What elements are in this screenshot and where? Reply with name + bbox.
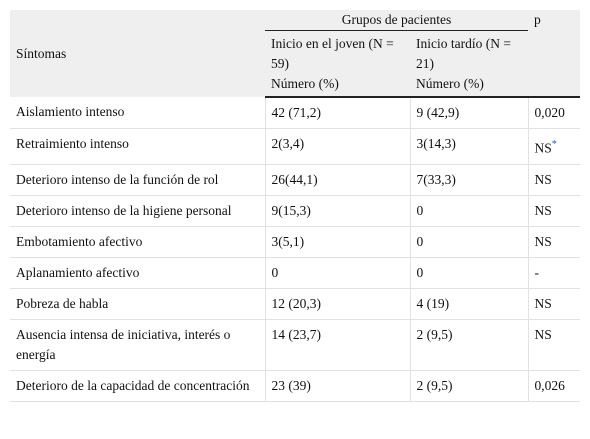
symptom-cell: Deterioro intenso de la higiene personal: [10, 195, 266, 227]
late-onset-cell: 7(33,3): [410, 164, 529, 196]
table-row: Pobreza de habla 12 (20,3) 4 (19) NS: [10, 288, 580, 320]
young-onset-cell: 12 (20,3): [265, 288, 411, 320]
p-cell: 0,026: [528, 370, 580, 402]
symptom-cell: Embotamiento afectivo: [10, 226, 266, 258]
young-onset-cell: 14 (23,7): [265, 319, 411, 371]
table-row: Retraimiento intenso 2(3,4) 3(14,3) NS*: [10, 128, 580, 165]
late-onset-cell: 0: [410, 257, 529, 289]
header-column: Inicio en el joven (N = 59): [271, 36, 394, 71]
symptom-cell: Deterioro intenso de la función de rol: [10, 164, 266, 196]
p-cell: NS: [528, 195, 580, 227]
table-row: Deterioro intenso de la función de rol 26…: [10, 164, 580, 196]
header-unit: Número (%): [416, 76, 484, 91]
table-row: Embotamiento afectivo 3(5,1) 0 NS: [10, 226, 580, 258]
young-onset-cell: 9(15,3): [265, 195, 411, 227]
late-onset-cell: 0: [410, 226, 529, 258]
p-cell: NS: [528, 288, 580, 320]
late-onset-cell: 0: [410, 195, 529, 227]
table-row: Deterioro de la capacidad de concentraci…: [10, 370, 580, 402]
p-cell: -: [528, 257, 580, 289]
young-onset-cell: 3(5,1): [265, 226, 411, 258]
cell-text: NS: [534, 140, 552, 156]
table-body: Aislamiento intenso 42 (71,2) 9 (42,9) 0,02…: [10, 97, 580, 402]
footnote-link[interactable]: *: [551, 139, 557, 150]
late-onset-cell: 3(14,3): [410, 128, 529, 165]
header-column: Inicio tardío (N = 21): [416, 36, 511, 71]
symptom-cell: Deterioro de la capacidad de concentraci…: [10, 370, 266, 402]
young-onset-cell: 23 (39): [265, 370, 411, 402]
header-p: p: [528, 10, 580, 31]
late-onset-cell: 2 (9,5): [410, 370, 529, 402]
table-container: Síntomas Grupos de pacientes p Inicio en…: [10, 10, 580, 402]
p-cell: 0,020: [528, 97, 580, 129]
header-symptoms: Síntomas: [10, 10, 265, 97]
late-onset-cell: 4 (19): [410, 288, 529, 320]
young-onset-cell: 42 (71,2): [265, 97, 411, 129]
symptom-cell: Retraimiento intenso: [10, 128, 266, 165]
young-onset-cell: 2(3,4): [265, 128, 411, 165]
symptom-cell: Ausencia intensa de iniciativa, interés …: [10, 319, 266, 371]
symptom-cell: Pobreza de habla: [10, 288, 266, 320]
late-onset-cell: 9 (42,9): [410, 97, 529, 129]
table-row: Aislamiento intenso 42 (71,2) 9 (42,9) 0,02…: [10, 97, 580, 129]
symptom-cell: Aplanamiento afectivo: [10, 257, 266, 289]
header-unit: Número (%): [271, 76, 339, 91]
table-row: Aplanamiento afectivo 0 0-: [10, 257, 580, 289]
table: Síntomas Grupos de pacientes p Inicio en…: [10, 10, 580, 402]
p-cell: NS: [528, 164, 580, 196]
p-cell: NS*: [528, 128, 580, 165]
young-onset-cell: 26(44,1): [265, 164, 411, 196]
table-row: Deterioro intenso de la higiene personal…: [10, 195, 580, 227]
footnote-marker: *: [552, 138, 557, 150]
header-group: Grupos de pacientes: [265, 10, 528, 31]
table-row: Ausencia intensa de iniciativa, interés …: [10, 319, 580, 371]
late-onset-cell: 2 (9,5): [410, 319, 529, 371]
p-cell: NS: [528, 319, 580, 371]
young-onset-cell: 0: [265, 257, 411, 289]
p-cell: NS: [528, 226, 580, 258]
symptom-cell: Aislamiento intenso: [10, 97, 266, 129]
